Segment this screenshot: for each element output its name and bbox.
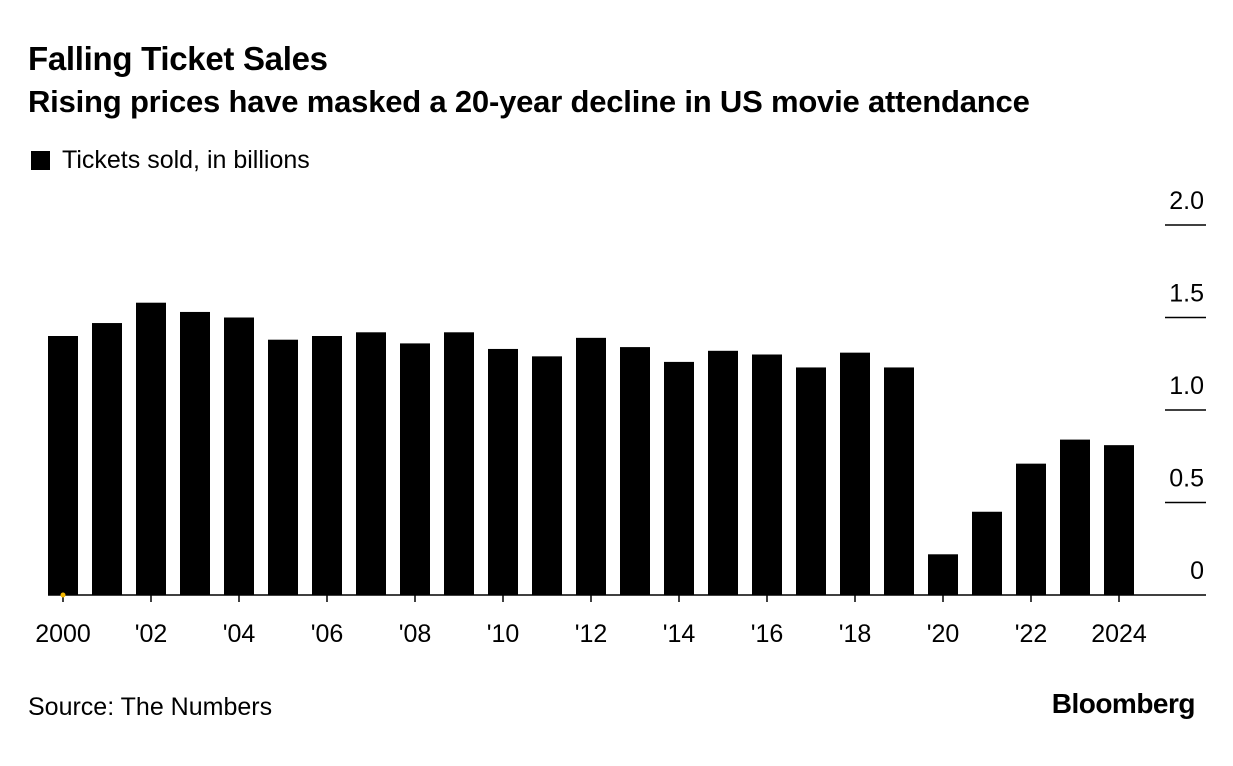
bar-2019	[884, 367, 914, 595]
bar-2011	[532, 356, 562, 595]
bar-2014	[664, 361, 694, 595]
bar-2013	[620, 347, 650, 595]
y-tick-label: 0.5	[1169, 465, 1204, 493]
bar-2009	[444, 332, 474, 595]
x-tick-label: '06	[311, 620, 344, 648]
bar-2005	[268, 339, 298, 595]
x-tick-label: '20	[927, 620, 960, 648]
legend-label: Tickets sold, in billions	[62, 146, 310, 174]
bar-2003	[180, 311, 210, 595]
x-tick-label: '18	[839, 620, 872, 648]
bar-2007	[356, 332, 386, 595]
chart-title: Falling Ticket Sales	[28, 40, 328, 77]
bar-2023	[1060, 439, 1090, 595]
chart-subtitle: Rising prices have masked a 20-year decl…	[28, 84, 1030, 119]
bar-2010	[488, 348, 518, 595]
y-tick-label: 0	[1190, 557, 1204, 585]
bar-2021	[972, 511, 1002, 595]
legend: Tickets sold, in billions	[31, 146, 310, 175]
bar-2020	[928, 554, 958, 595]
x-tick-label: '16	[751, 620, 784, 648]
bar-2022	[1016, 463, 1046, 595]
bar-2015	[708, 350, 738, 595]
x-tick-label: 2000	[35, 620, 91, 648]
bar-2001	[92, 323, 122, 595]
source-note: Source: The Numbers	[28, 693, 273, 721]
bar-2008	[400, 343, 430, 595]
legend-swatch	[31, 151, 50, 170]
bar-2002	[136, 302, 166, 595]
bar-2000	[48, 336, 78, 595]
x-tick-label: '22	[1015, 620, 1048, 648]
x-tick-label: 2024	[1091, 620, 1147, 648]
bar-2004	[224, 317, 254, 595]
x-tick-label: '08	[399, 620, 432, 648]
bar-2018	[840, 352, 870, 595]
x-tick-label: '02	[135, 620, 168, 648]
bar-2006	[312, 336, 342, 595]
x-tick-label: '12	[575, 620, 608, 648]
y-tick-label: 2.0	[1169, 187, 1204, 215]
bar-2016	[752, 354, 782, 595]
bloomberg-logo: Bloomberg	[1051, 688, 1196, 719]
y-tick-label: 1.0	[1169, 372, 1204, 400]
bar-2017	[796, 367, 826, 595]
bar-2012	[576, 337, 606, 595]
y-tick-label: 1.5	[1169, 280, 1204, 308]
x-tick-label: '10	[487, 620, 520, 648]
x-tick-label: '04	[223, 620, 256, 648]
origin-marker	[60, 592, 66, 598]
x-tick-label: '14	[663, 620, 696, 648]
bar-2024	[1104, 445, 1134, 595]
